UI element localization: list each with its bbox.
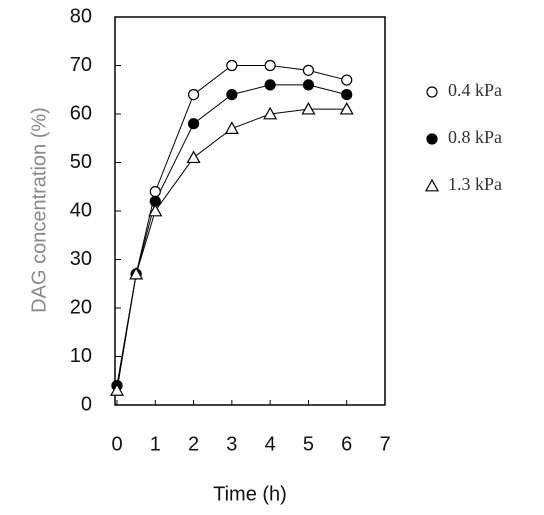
x-tick-label: 1 xyxy=(150,433,161,455)
y-tick-label: 20 xyxy=(70,296,92,318)
marker xyxy=(339,101,354,115)
marker xyxy=(341,88,353,101)
x-tick-label: 4 xyxy=(265,433,276,455)
y-tick-label: 30 xyxy=(70,248,92,270)
x-axis-title: Time (h) xyxy=(213,483,287,505)
legend-label: 1.3 kPa xyxy=(448,174,502,194)
x-tick-label: 6 xyxy=(341,433,352,455)
series-line xyxy=(116,108,347,391)
legend-marker xyxy=(426,86,438,98)
y-axis-title: DAG concentration (%) xyxy=(28,107,50,313)
marker xyxy=(149,186,161,198)
marker xyxy=(129,266,144,280)
y-tick-label: 10 xyxy=(70,345,92,367)
x-tick-label: 5 xyxy=(303,433,314,455)
y-tick-label: 70 xyxy=(70,54,92,76)
marker xyxy=(109,383,125,396)
marker xyxy=(341,74,353,86)
marker xyxy=(302,79,315,91)
marker xyxy=(264,79,276,91)
marker xyxy=(187,88,200,101)
marker xyxy=(263,106,278,120)
marker xyxy=(226,59,238,72)
legend-marker xyxy=(426,133,438,145)
x-tick-label: 7 xyxy=(379,433,390,455)
marker xyxy=(302,64,315,76)
legend-marker xyxy=(424,178,440,192)
marker xyxy=(186,150,201,164)
marker xyxy=(187,118,200,130)
legend-label: 0.4 kPa xyxy=(448,80,502,100)
marker xyxy=(148,203,163,217)
x-tick-label: 3 xyxy=(226,433,237,455)
y-tick-label: 80 xyxy=(70,5,92,27)
marker xyxy=(264,59,276,72)
y-tick-label: 60 xyxy=(70,102,92,124)
marker xyxy=(226,88,238,101)
x-tick-label: 2 xyxy=(188,433,199,455)
marker xyxy=(301,101,316,115)
legend-label: 0.8 kPa xyxy=(448,127,502,147)
x-tick-label: 0 xyxy=(111,433,122,455)
y-tick-label: 50 xyxy=(70,151,92,173)
y-tick-label: 0 xyxy=(81,393,92,415)
y-tick-label: 40 xyxy=(70,199,92,221)
marker xyxy=(224,121,239,134)
